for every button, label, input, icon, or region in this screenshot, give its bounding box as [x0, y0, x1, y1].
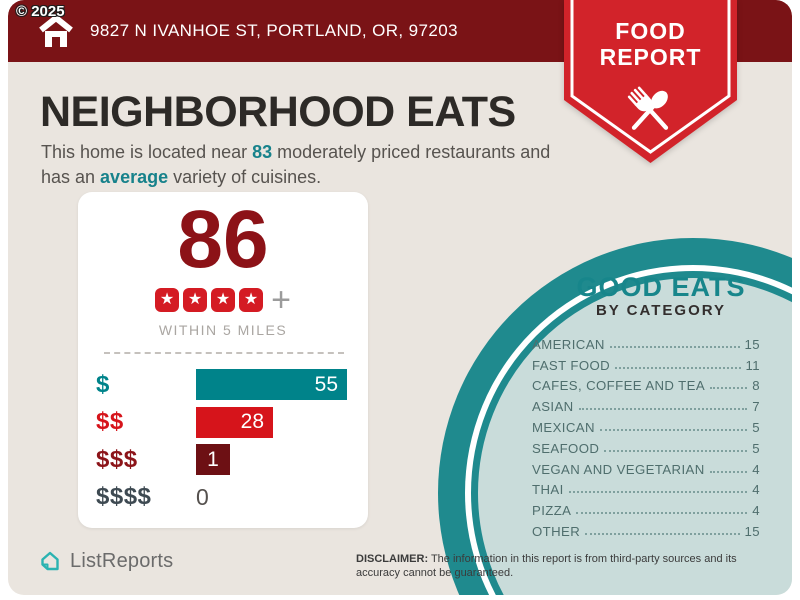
- star-icon: ★: [211, 288, 236, 312]
- price-tier-label: $$: [96, 408, 124, 435]
- subtitle-line: has an average variety of cuisines.: [41, 165, 550, 190]
- category-count: 4: [752, 482, 760, 498]
- listreports-brand: ListReports: [38, 549, 173, 573]
- category-label: PIZZA: [532, 503, 572, 519]
- category-row: AMERICAN 15: [532, 333, 760, 354]
- category-label: MEXICAN: [532, 419, 595, 435]
- brand-name: ListReports: [70, 549, 174, 572]
- category-row: SEAFOOD 5: [532, 437, 760, 458]
- subtitle-segment: has an: [41, 167, 101, 187]
- price-tier-label: $: [96, 370, 110, 398]
- property-address: 9827 N IVANHOE ST, PORTLAND, OR, 97203: [90, 21, 458, 40]
- dotted-leader: [599, 428, 748, 431]
- category-row: VEGAN AND VEGETARIAN 4: [532, 458, 760, 479]
- category-label: ASIAN: [532, 399, 574, 415]
- badge-line-2: REPORT: [599, 44, 702, 70]
- bar-row: $$ 28: [96, 406, 350, 438]
- price-tier-bar-chart: $55 $$ 28 $$$ 1 $$$$ 0: [96, 369, 350, 519]
- category-label: CAFES, COFFEE AND TEA: [532, 378, 706, 394]
- food-report-badge: FOOD REPORT: [564, 0, 737, 166]
- category-row: MEXICAN 5: [532, 416, 760, 437]
- category-label: FAST FOOD: [532, 357, 611, 373]
- bar-track: 1: [196, 444, 350, 475]
- star-icon: ★: [155, 288, 180, 312]
- disclaimer-body: The information in this report is from t…: [356, 553, 737, 579]
- category-label: AMERICAN: [532, 336, 605, 352]
- ribbon-shape: [564, 0, 737, 163]
- page-title: NEIGHBORHOOD EATS: [40, 88, 516, 136]
- dotted-leader: [604, 449, 748, 452]
- bar-fill: 55: [196, 369, 347, 400]
- restaurant-count: 86: [177, 194, 269, 285]
- bar-row: $$$ 1: [96, 444, 350, 475]
- category-row: PIZZA 4: [532, 499, 760, 520]
- dotted-leader: [576, 512, 748, 515]
- category-count: 8: [752, 378, 760, 394]
- category-label: VEGAN AND VEGETARIAN: [532, 461, 705, 477]
- category-count: 5: [752, 419, 760, 435]
- home-icon: [39, 14, 73, 47]
- dotted-leader: [609, 345, 740, 348]
- subtitle-line: This home is located near 83 moderately …: [41, 140, 550, 165]
- category-count: 4: [752, 503, 760, 519]
- subtitle-segment: variety of cuisines.: [168, 167, 322, 187]
- bar-fill: 1: [196, 444, 230, 475]
- category-label: OTHER: [532, 523, 581, 539]
- subtitle-segment: This home is located near: [41, 142, 253, 162]
- category-count: 4: [752, 461, 760, 477]
- badge-title: FOOD REPORT: [564, 18, 737, 70]
- star-icon: ★: [183, 288, 208, 312]
- subtitle-highlight: average: [100, 167, 169, 187]
- badge-line-1: FOOD: [615, 18, 686, 44]
- radius-label: WITHIN 5 MILES: [158, 322, 288, 338]
- good-eats-subtitle: BY CATEGORY: [595, 302, 727, 319]
- crossed-spoon-fork-icon: [627, 86, 669, 130]
- category-count: 11: [745, 357, 760, 373]
- subtitle-text: This home is located near 83 moderately …: [41, 140, 550, 190]
- copyright-text: © 2025: [16, 3, 65, 20]
- bar-row: $55: [96, 369, 350, 400]
- disclaimer-label: DISCLAIMER:: [356, 553, 429, 565]
- report-card-background: 9827 N IVANHOE ST, PORTLAND, OR, 97203 ©…: [8, 0, 792, 595]
- category-row: CAFES, COFFEE AND TEA 8: [532, 375, 760, 396]
- plus-sign: +: [271, 281, 291, 319]
- bar-row: $$$$ 0: [96, 482, 350, 513]
- category-count: 5: [752, 440, 760, 456]
- bar-fill: 28: [196, 406, 273, 438]
- zero-value: 0: [196, 483, 209, 510]
- good-eats-title: GOOD EATS: [576, 272, 746, 302]
- category-count: 7: [752, 399, 760, 415]
- category-label: SEAFOOD: [532, 440, 600, 456]
- category-label: THAI: [532, 482, 564, 498]
- category-count: 15: [744, 523, 760, 539]
- star-icon: ★: [239, 288, 264, 312]
- disclaimer-text: DISCLAIMER: The information in this repo…: [356, 553, 768, 580]
- bar-track: 55: [196, 369, 350, 400]
- good-eats-category-list: AMERICAN 15 FAST FOOD 11 CAFES, COFFEE AND T…: [532, 333, 760, 541]
- bar-track: 28: [196, 406, 350, 438]
- dashed-divider: [104, 352, 344, 354]
- category-row: FAST FOOD 11: [532, 354, 760, 375]
- dotted-leader: [615, 366, 741, 369]
- category-row: THAI 4: [532, 479, 760, 500]
- price-tier-label: $$$$: [96, 483, 152, 510]
- category-row: ASIAN 7: [532, 395, 760, 416]
- dotted-leader: [578, 408, 748, 411]
- listreports-logo-icon: [41, 551, 59, 571]
- dotted-leader: [585, 532, 740, 535]
- subtitle-segment: moderately priced restaurants and: [272, 142, 551, 162]
- star-rating: ★ ★ ★ ★ +: [78, 281, 368, 319]
- subtitle-highlight: 83: [252, 142, 273, 162]
- category-count: 15: [744, 336, 760, 352]
- bar-track: 0: [196, 482, 350, 513]
- dotted-leader: [710, 387, 748, 390]
- dotted-leader: [568, 491, 748, 494]
- category-row: OTHER 15: [532, 520, 760, 541]
- restaurant-stats-card: 86 ★ ★ ★ ★ + WITHIN 5 MILES $55 $$ 28 $$$ 1 $$$$ 0: [78, 192, 368, 528]
- dotted-leader: [709, 470, 748, 473]
- price-tier-label: $$$: [96, 445, 138, 473]
